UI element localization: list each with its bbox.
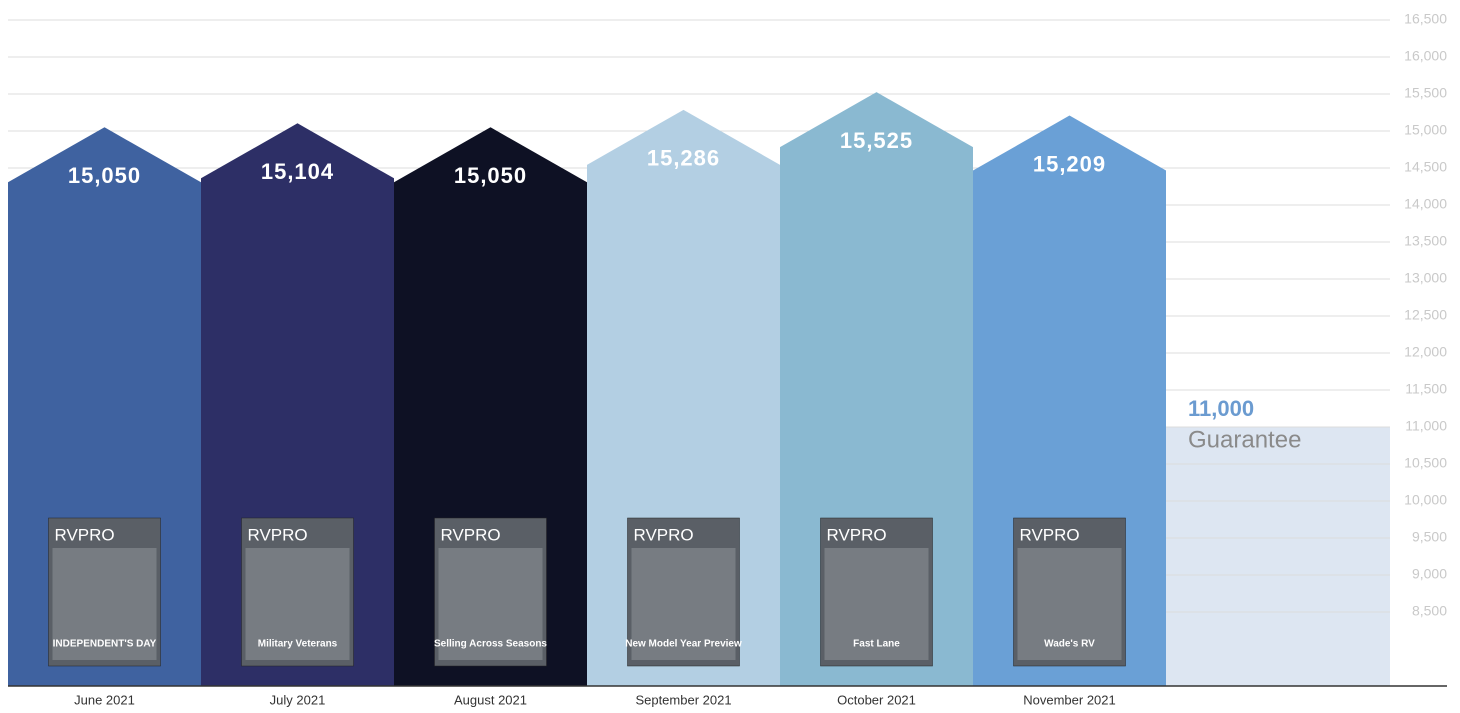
value-label: 15,104 [261,159,334,184]
y-tick-label: 16,500 [1404,11,1447,27]
cover-masthead: RVPRO [248,525,308,544]
value-label: 15,050 [68,163,141,188]
value-label: 15,209 [1033,151,1106,176]
x-tick-label: July 2021 [270,692,326,707]
value-label: 15,050 [454,163,527,188]
y-tick-label: 9,500 [1412,529,1447,545]
cover-headline: Fast Lane [853,639,900,650]
y-tick-label: 9,000 [1412,566,1447,582]
cover-headline: Selling Across Seasons [434,639,547,650]
y-tick-label: 11,500 [1405,381,1447,397]
y-tick-label: 11,000 [1405,418,1447,434]
y-tick-label: 14,500 [1404,159,1447,175]
cover-headline: New Model Year Preview [625,639,742,650]
cover-masthead: RVPRO [1020,525,1080,544]
cover-masthead: RVPRO [634,525,694,544]
y-tick-label: 16,000 [1404,48,1447,64]
cover-masthead: RVPRO [827,525,887,544]
y-tick-label: 14,000 [1404,196,1447,212]
value-label: 15,525 [840,128,913,153]
y-tick-label: 13,000 [1404,270,1447,286]
chart: 8,500 9,000 9,500 10,000 10,500 11,000 11,500 1… [0,0,1460,713]
cover-headline: Military Veterans [258,639,338,650]
guarantee-label: Guarantee [1188,426,1301,453]
cover-headline: Wade's RV [1044,639,1095,650]
y-tick-label: 10,500 [1404,455,1447,471]
value-label: 15,286 [647,146,720,171]
x-tick-label: September 2021 [635,692,731,707]
y-tick-label: 8,500 [1412,603,1447,619]
x-tick-label: June 2021 [74,692,135,707]
y-tick-label: 13,500 [1404,233,1447,249]
x-tick-label: October 2021 [837,692,916,707]
cover-headline: INDEPENDENT'S DAY [53,639,157,650]
y-tick-label: 10,000 [1404,492,1447,508]
cover-masthead: RVPRO [55,525,115,544]
y-tick-label: 12,500 [1404,307,1447,323]
y-tick-label: 15,500 [1404,85,1447,101]
x-tick-label: August 2021 [454,692,527,707]
y-tick-label: 15,000 [1404,122,1447,138]
cover-masthead: RVPRO [441,525,501,544]
guarantee-value: 11,000 [1188,396,1254,421]
y-tick-label: 12,000 [1404,344,1447,360]
x-tick-label: November 2021 [1023,692,1116,707]
